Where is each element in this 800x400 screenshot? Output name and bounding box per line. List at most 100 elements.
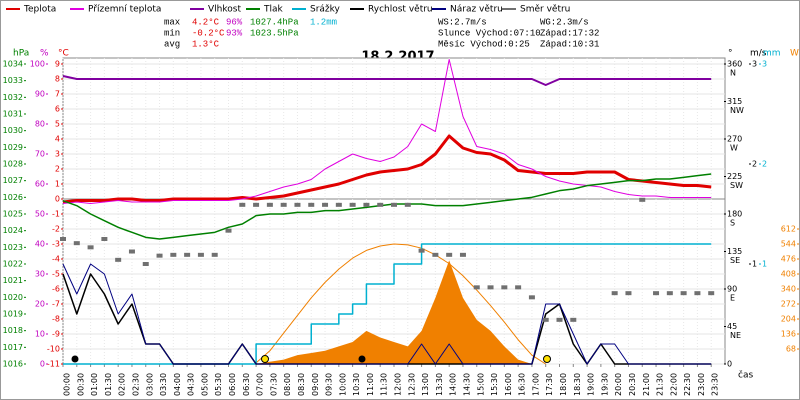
x-tick-label: 05:00 [200,373,209,396]
direction-point [418,248,425,253]
y-tick-label: 136 [781,330,796,339]
y-tick-label: -5 [52,270,60,279]
direction-point [101,237,108,241]
direction-point [322,202,329,207]
info-text: Měsíc Východ:0:25 [438,39,530,49]
y-tick-label: 8 [55,75,60,84]
y-tick-label: 2 [752,160,757,169]
legend-label: Rychlost větru [368,5,433,15]
legend-label: Teplota [23,5,56,15]
direction-point [363,202,370,207]
y-tick-label: 1024 [3,226,23,235]
info-text: Západ:10:31 [540,39,599,49]
y-tick-label: 100 [30,60,45,69]
x-tick-label: 13:00 [421,373,430,396]
x-tick-label: 18:00 [559,373,568,396]
y-tick-label: 3 [762,60,767,69]
x-tick-label: 08:30 [297,373,306,396]
direction-point [225,228,232,233]
direction-point [197,252,204,257]
x-tick-label: 14:30 [462,373,471,396]
direction-point [170,252,177,257]
direction-point [308,202,315,207]
direction-point [611,291,618,296]
y-tick-label: -7 [52,300,60,309]
x-tick-label: 12:30 [407,373,416,396]
direction-point [211,252,218,257]
x-tick-label: 09:00 [311,373,320,396]
y-tick-label: 1025 [3,210,23,219]
direction-point [404,202,411,207]
y-tick-label: 60 [35,180,45,189]
y-tick-label: 1 [752,260,757,269]
direction-point [515,285,522,290]
direction-point [335,202,342,207]
direction-point [266,202,273,207]
y-tick-label: 1022 [3,260,23,269]
axis-unit: % [40,49,49,59]
y-tick-label: -9 [52,330,60,339]
axis-unit: m/s [750,49,767,59]
moon-marker [71,355,79,363]
stat-value: 4.2°C [192,17,220,27]
direction-point [666,291,673,296]
y-tick-label: 1016 [3,360,23,369]
info-text: Slunce Východ:07:10 [438,28,541,38]
x-tick-label: 11:00 [366,373,375,396]
info-text: WG:2.3m/s [540,17,589,27]
legend-label: Vlhkost [208,5,241,15]
direction-point [570,317,577,322]
x-tick-label: 16:00 [504,373,513,396]
x-tick-label: 08:00 [283,373,292,396]
x-tick-label: 15:30 [490,373,499,396]
direction-point [253,202,260,207]
direction-point [239,202,246,207]
y-tick-label: 50 [35,210,45,219]
y-tick-label: 0 [40,360,45,369]
y-tick-label: 204 [781,315,796,324]
y-tick-label: 0 [727,360,732,369]
direction-point [87,245,94,250]
x-tick-label: 01:30 [104,373,113,396]
x-tick-label: 04:00 [173,373,182,396]
compass-label: N [730,69,736,78]
x-tick-label: 23:30 [711,373,720,396]
y-tick-label: 2 [55,165,60,174]
x-tick-label: 09:30 [325,373,334,396]
direction-point [128,249,135,254]
axis-unit: ° [728,49,733,59]
direction-point [156,253,163,258]
y-tick-label: 1019 [3,310,23,319]
y-tick-label: 0 [55,195,60,204]
direction-point [115,257,122,262]
x-tick-label: 01:00 [90,373,99,396]
x-tick-label: 19:30 [600,373,609,396]
y-tick-label: 30 [35,270,45,279]
y-tick-label: 408 [781,270,796,279]
direction-point [487,285,494,290]
series-line [255,243,546,365]
stat-value: 93% [226,28,243,38]
compass-label: W [730,144,738,153]
y-tick-label: -3 [52,240,60,249]
series-line [62,59,712,204]
direction-point [391,202,397,207]
x-tick-label: 07:30 [269,373,278,396]
sun-marker [543,355,551,363]
compass-label: SW [730,181,743,190]
y-tick-label: 4 [55,135,60,144]
x-tick-label: 03:00 [145,373,154,396]
compass-label: SE [730,256,740,265]
x-tick-label: 20:30 [628,373,637,396]
x-tick-label: 21:30 [656,373,665,396]
y-tick-label: 80 [35,120,45,129]
axis-unit: W [790,49,799,59]
y-tick-label: 1033 [3,76,23,85]
y-tick-label: 2 [762,160,767,169]
y-tick-label: 1030 [3,126,23,135]
axis-unit: mm [763,49,781,59]
y-tick-label: 45 [727,322,737,331]
stat-label: avg [164,39,180,49]
x-tick-label: 20:00 [614,373,623,396]
x-tick-label: 21:00 [642,373,651,396]
